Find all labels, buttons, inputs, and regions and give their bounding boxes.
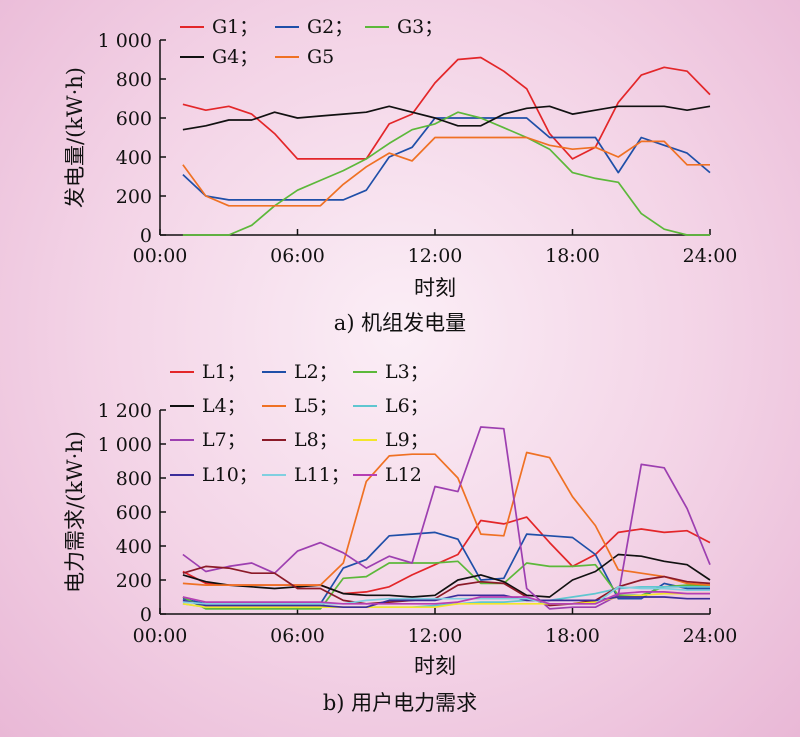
x-tick-label: 06:00: [270, 625, 325, 647]
x-tick-label: 18:00: [545, 625, 600, 647]
y-axis-title: 电力需求/(kW·h): [63, 431, 87, 593]
series-line-l7: [182, 426, 711, 610]
series-line-l11: [182, 585, 710, 605]
legend-label: G2；: [307, 16, 353, 38]
x-tick-label: 00:00: [133, 245, 188, 267]
chart-caption: a) 机组发电量: [334, 311, 466, 335]
y-tick-label: 0: [140, 225, 152, 247]
y-tick-label: 400: [116, 536, 152, 558]
x-tick-label: 12:00: [408, 625, 463, 647]
x-tick-label: 00:00: [133, 625, 188, 647]
x-tick-label: 24:00: [683, 625, 738, 647]
series-line-l3: [182, 560, 710, 610]
y-tick-label: 0: [140, 604, 152, 626]
series-line-g2: [182, 117, 711, 201]
legend-label: L8；: [294, 429, 338, 451]
series-line-g1: [182, 56, 711, 160]
x-axis-title: 时刻: [414, 654, 456, 678]
legend-label: L2；: [294, 361, 338, 383]
x-axis-title: 时刻: [414, 276, 456, 300]
y-tick-label: 600: [116, 108, 152, 130]
legend-label: L6；: [385, 395, 429, 417]
legend-label: L7；: [202, 429, 246, 451]
series-line-l12: [182, 591, 710, 605]
y-tick-label: 800: [116, 69, 152, 91]
x-tick-label: 24:00: [683, 245, 738, 267]
series-line-g4: [182, 105, 711, 131]
legend-label: L11；: [294, 464, 350, 486]
legend-label: L10；: [202, 464, 258, 486]
legend-label: G1；: [212, 16, 258, 38]
legend-label: L12: [385, 464, 422, 486]
legend-label: G3；: [397, 16, 443, 38]
y-axis-title: 发电量/(kW·h): [63, 67, 87, 208]
x-tick-label: 18:00: [545, 245, 600, 267]
series-line-l10: [182, 594, 710, 609]
chart-caption: b) 用户电力需求: [323, 691, 477, 715]
x-tick-label: 12:00: [408, 245, 463, 267]
series-line-l4: [182, 553, 711, 598]
series-line-g5: [182, 136, 710, 207]
legend-label: L9；: [385, 429, 429, 451]
y-tick-label: 1 200: [98, 400, 152, 422]
legend-label: L5；: [294, 395, 338, 417]
x-tick-label: 06:00: [270, 245, 325, 267]
series-line-l8: [182, 565, 711, 607]
legend-label: L4；: [202, 395, 246, 417]
legend-label: L3；: [385, 361, 429, 383]
y-tick-label: 600: [116, 502, 152, 524]
legend-label: G5: [307, 46, 334, 68]
series-line-g3: [182, 111, 710, 236]
y-tick-label: 1 000: [98, 30, 152, 52]
y-tick-label: 200: [116, 186, 152, 208]
y-tick-label: 800: [116, 468, 152, 490]
y-tick-label: 200: [116, 570, 152, 592]
legend-label: L1；: [202, 361, 246, 383]
legend-label: G4；: [212, 46, 258, 68]
y-tick-label: 1 000: [98, 434, 152, 456]
y-tick-label: 400: [116, 147, 152, 169]
